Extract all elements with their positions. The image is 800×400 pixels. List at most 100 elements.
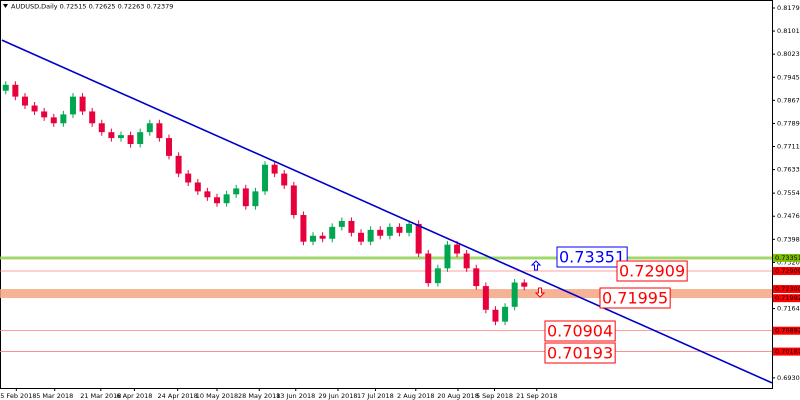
up-arrow — [530, 260, 542, 271]
candle-body — [175, 155, 182, 174]
candle-body — [21, 96, 28, 106]
x-tick-label: 15 Feb 2018 — [0, 392, 37, 400]
annotation-label: 0.70193 — [547, 344, 613, 363]
x-tick-label: 17 Jul 2018 — [357, 392, 394, 400]
annotation-box — [599, 287, 671, 309]
x-tick-label: 24 Apr 2018 — [158, 392, 198, 400]
x-tick-label: 13 Jun 2018 — [276, 392, 315, 400]
annotation-box — [616, 260, 688, 282]
annotation-label: 0.73351 — [559, 248, 625, 267]
candle-body — [454, 244, 461, 254]
price-zone — [0, 256, 772, 260]
candle-body — [108, 132, 115, 139]
dropdown-icon[interactable] — [3, 4, 8, 8]
candle-body — [242, 188, 249, 207]
candle-body — [319, 235, 326, 239]
price-label: 0.70187 — [775, 348, 800, 356]
candle-body — [415, 223, 422, 254]
price-label: 0.70892 — [775, 327, 800, 335]
candle-body — [367, 229, 374, 242]
price-label-box — [773, 253, 800, 262]
y-tick-label: 0.81795 — [777, 4, 800, 12]
candle-body — [329, 226, 336, 239]
candle-body — [463, 253, 470, 269]
trendline — [1, 39, 773, 384]
price-label: 0.71992 — [775, 294, 800, 302]
candle-body — [310, 235, 317, 242]
candle-body — [511, 282, 518, 307]
candle-body — [146, 123, 153, 133]
candle-body — [79, 96, 86, 112]
candle-body — [41, 111, 48, 118]
price-zone — [0, 289, 772, 299]
candle-body — [406, 223, 413, 233]
candle-body — [434, 268, 441, 284]
price-label: 0.72300 — [775, 285, 800, 293]
candle-body — [425, 253, 432, 284]
x-tick-label: 29 Jun 2018 — [318, 392, 357, 400]
candle-body — [69, 96, 76, 115]
price-label-box — [773, 267, 800, 276]
price-label-box — [773, 347, 800, 356]
candle-body — [300, 215, 307, 242]
y-tick-label: 0.80235 — [777, 50, 800, 58]
price-label-box — [773, 294, 800, 303]
candle-body — [502, 306, 509, 322]
x-tick-label: 6 Apr 2018 — [116, 392, 152, 400]
candle-body — [290, 185, 297, 216]
candle-body — [223, 194, 230, 204]
y-tick-label: 0.77115 — [777, 143, 800, 151]
candle-body — [204, 191, 211, 198]
chart-title: AUDUSD,Daily 0.72515 0.72625 0.72263 0.7… — [11, 3, 173, 11]
candle-body — [444, 244, 451, 269]
candle-body — [262, 164, 269, 192]
x-tick-label: 5 Sep 2018 — [476, 392, 513, 400]
x-tick-label: 2 Aug 2018 — [397, 392, 435, 400]
candle-body — [492, 309, 499, 322]
candle-body — [185, 173, 192, 183]
candle-body — [117, 135, 124, 139]
annotation-label: 0.72909 — [619, 262, 685, 281]
annotation-label: 0.70904 — [547, 322, 613, 341]
candle-body — [31, 105, 38, 112]
candle-body — [386, 226, 393, 236]
price-label-box — [773, 326, 800, 335]
x-tick-label: 28 May 2018 — [238, 392, 280, 400]
candle-body — [348, 220, 355, 233]
candle-body — [358, 232, 365, 242]
candle-body — [156, 123, 163, 139]
candle-body — [2, 84, 9, 91]
candle-body — [60, 114, 67, 124]
candle-body — [137, 132, 144, 145]
y-tick-label: 0.77895 — [777, 119, 800, 127]
candle-body — [214, 197, 221, 204]
plot-frame — [0, 0, 773, 389]
price-label: 0.73351 — [775, 254, 800, 262]
candle-body — [377, 229, 384, 236]
annotation-box — [556, 246, 628, 268]
candle-body — [98, 123, 105, 133]
candle-body — [12, 84, 19, 97]
x-tick-label: 21 Sep 2018 — [516, 392, 557, 400]
candle-body — [521, 282, 528, 287]
annotation-box — [544, 342, 616, 364]
candle-body — [233, 188, 240, 195]
annotation-label: 0.71995 — [602, 289, 668, 308]
down-arrow — [534, 287, 546, 298]
price-label-box — [773, 285, 800, 294]
y-tick-label: 0.81015 — [777, 27, 800, 35]
price-label: 0.72909 — [775, 267, 800, 275]
y-tick-label: 0.69300 — [777, 374, 800, 382]
y-tick-label: 0.79455 — [777, 73, 800, 81]
y-tick-label: 0.76335 — [777, 166, 800, 174]
candle-body — [194, 182, 201, 192]
candle-body — [252, 191, 259, 207]
x-tick-label: 5 Mar 2018 — [36, 392, 73, 400]
candle-body — [396, 226, 403, 233]
